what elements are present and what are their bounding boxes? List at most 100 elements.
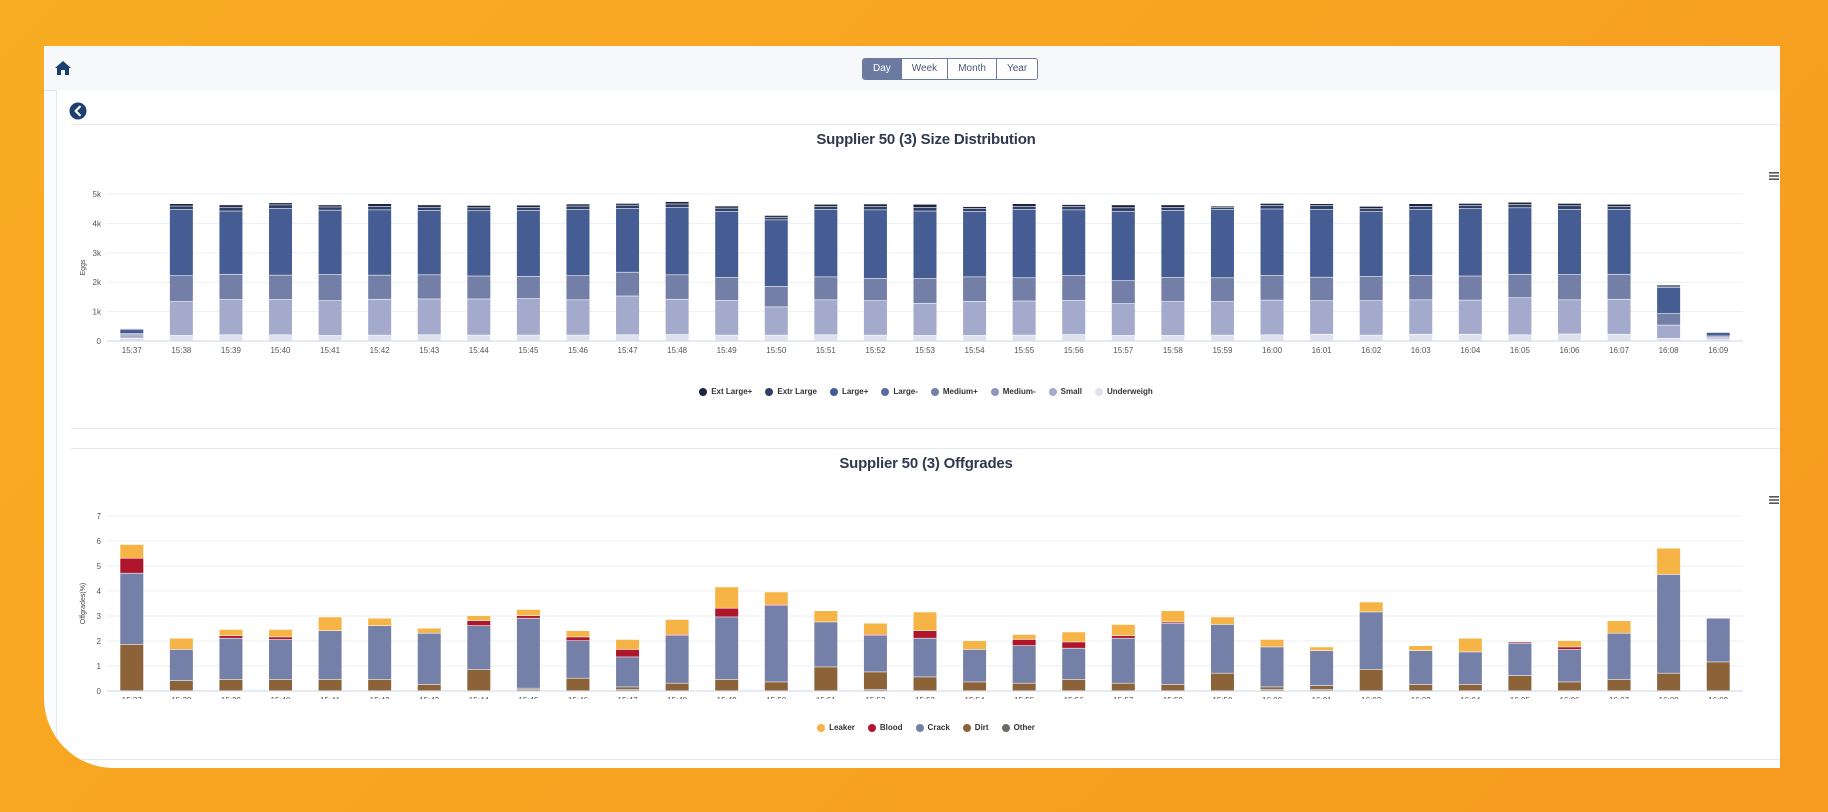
bar-segment[interactable] xyxy=(665,299,689,335)
bar-segment[interactable] xyxy=(1508,204,1532,208)
bar-segment[interactable] xyxy=(913,207,937,211)
bar-segment[interactable] xyxy=(616,687,640,690)
bar-segment[interactable] xyxy=(269,637,293,640)
bar-segment[interactable] xyxy=(1607,621,1631,633)
bar-segment[interactable] xyxy=(120,644,144,691)
bar-segment[interactable] xyxy=(1557,203,1581,206)
bar-segment[interactable] xyxy=(863,623,887,635)
bar-segment[interactable] xyxy=(1161,623,1185,685)
bar-segment[interactable] xyxy=(368,335,392,341)
bar-segment[interactable] xyxy=(1111,205,1135,208)
bar-segment[interactable] xyxy=(715,208,739,212)
bar-segment[interactable] xyxy=(913,335,937,341)
bar-segment[interactable] xyxy=(1359,276,1383,301)
bar-segment[interactable] xyxy=(1409,646,1433,651)
bar-segment[interactable] xyxy=(715,300,739,335)
bar-segment[interactable] xyxy=(467,669,491,691)
bar-segment[interactable] xyxy=(665,619,689,635)
bar-segment[interactable] xyxy=(616,335,640,341)
bar-segment[interactable] xyxy=(963,208,987,212)
bar-segment[interactable] xyxy=(863,278,887,301)
bar-segment[interactable] xyxy=(169,206,193,210)
bar-segment[interactable] xyxy=(1260,335,1284,341)
bar-segment[interactable] xyxy=(1161,684,1185,691)
bar-segment[interactable] xyxy=(1706,618,1730,662)
bar-segment[interactable] xyxy=(1508,643,1532,676)
bar-segment[interactable] xyxy=(467,299,491,335)
bar-segment[interactable] xyxy=(715,587,739,608)
bar-segment[interactable] xyxy=(1012,206,1036,210)
bar-segment[interactable] xyxy=(1161,210,1185,278)
bar-segment[interactable] xyxy=(1508,208,1532,274)
bar-segment[interactable] xyxy=(665,201,689,204)
bar-segment[interactable] xyxy=(1458,208,1482,276)
bar-segment[interactable] xyxy=(1062,642,1086,648)
bar-segment[interactable] xyxy=(566,641,590,678)
bar-segment[interactable] xyxy=(219,335,243,341)
bar-segment[interactable] xyxy=(1210,624,1234,673)
bar-segment[interactable] xyxy=(120,329,144,334)
bar-segment[interactable] xyxy=(1260,275,1284,300)
bar-segment[interactable] xyxy=(1557,334,1581,341)
bar-segment[interactable] xyxy=(1260,209,1284,276)
bar-segment[interactable] xyxy=(417,684,441,691)
legend-item[interactable]: Underweigh xyxy=(1095,387,1153,396)
bar-segment[interactable] xyxy=(269,275,293,300)
bar-segment[interactable] xyxy=(1210,617,1234,625)
bar-segment[interactable] xyxy=(1210,301,1234,335)
bar-segment[interactable] xyxy=(665,634,689,636)
bar-segment[interactable] xyxy=(219,274,243,300)
legend-item[interactable]: Large+ xyxy=(829,387,868,396)
bar-segment[interactable] xyxy=(1508,642,1532,643)
bar-segment[interactable] xyxy=(715,617,739,680)
legend-item[interactable]: Crack xyxy=(915,723,950,732)
bar-segment[interactable] xyxy=(863,634,887,636)
bar-segment[interactable] xyxy=(616,296,640,335)
bar-segment[interactable] xyxy=(417,633,441,685)
bar-segment[interactable] xyxy=(1557,300,1581,334)
bar-segment[interactable] xyxy=(566,300,590,335)
bar-segment[interactable] xyxy=(318,301,342,336)
bar-segment[interactable] xyxy=(1210,206,1234,207)
bar-segment[interactable] xyxy=(1409,209,1433,276)
bar-segment[interactable] xyxy=(169,203,193,206)
bar-segment[interactable] xyxy=(1458,334,1482,341)
bar-segment[interactable] xyxy=(467,626,491,670)
bar-segment[interactable] xyxy=(1310,209,1334,277)
bar-segment[interactable] xyxy=(814,300,838,335)
bar-segment[interactable] xyxy=(616,203,640,205)
bar-segment[interactable] xyxy=(269,335,293,341)
bar-segment[interactable] xyxy=(1458,205,1482,209)
bar-segment[interactable] xyxy=(863,206,887,210)
bar-segment[interactable] xyxy=(318,679,342,691)
chart-menu-icon[interactable] xyxy=(1769,171,1779,181)
bar-segment[interactable] xyxy=(269,639,293,680)
bar-segment[interactable] xyxy=(1111,281,1135,304)
legend-item[interactable]: Small xyxy=(1048,387,1082,396)
bar-segment[interactable] xyxy=(616,689,640,691)
bar-segment[interactable] xyxy=(1111,335,1135,341)
bar-segment[interactable] xyxy=(269,299,293,335)
bar-segment[interactable] xyxy=(1409,334,1433,341)
bar-segment[interactable] xyxy=(1607,274,1631,299)
bar-segment[interactable] xyxy=(963,301,987,336)
bar-segment[interactable] xyxy=(516,616,540,618)
legend-item[interactable]: Extr Large xyxy=(765,387,817,396)
bar-segment[interactable] xyxy=(1409,275,1433,300)
bar-segment[interactable] xyxy=(169,681,193,691)
bar-segment[interactable] xyxy=(516,689,540,691)
bar-segment[interactable] xyxy=(1508,335,1532,341)
bar-segment[interactable] xyxy=(1111,638,1135,683)
bar-segment[interactable] xyxy=(1161,335,1185,341)
bar-segment[interactable] xyxy=(1657,338,1681,341)
bar-segment[interactable] xyxy=(764,286,788,307)
bar-segment[interactable] xyxy=(1161,207,1185,211)
bar-segment[interactable] xyxy=(1657,287,1681,314)
bar-segment[interactable] xyxy=(665,334,689,341)
back-icon[interactable] xyxy=(69,102,87,120)
bar-segment[interactable] xyxy=(1012,634,1036,640)
bar-segment[interactable] xyxy=(863,335,887,341)
bar-segment[interactable] xyxy=(368,203,392,207)
bar-segment[interactable] xyxy=(269,208,293,275)
bar-segment[interactable] xyxy=(1508,676,1532,691)
